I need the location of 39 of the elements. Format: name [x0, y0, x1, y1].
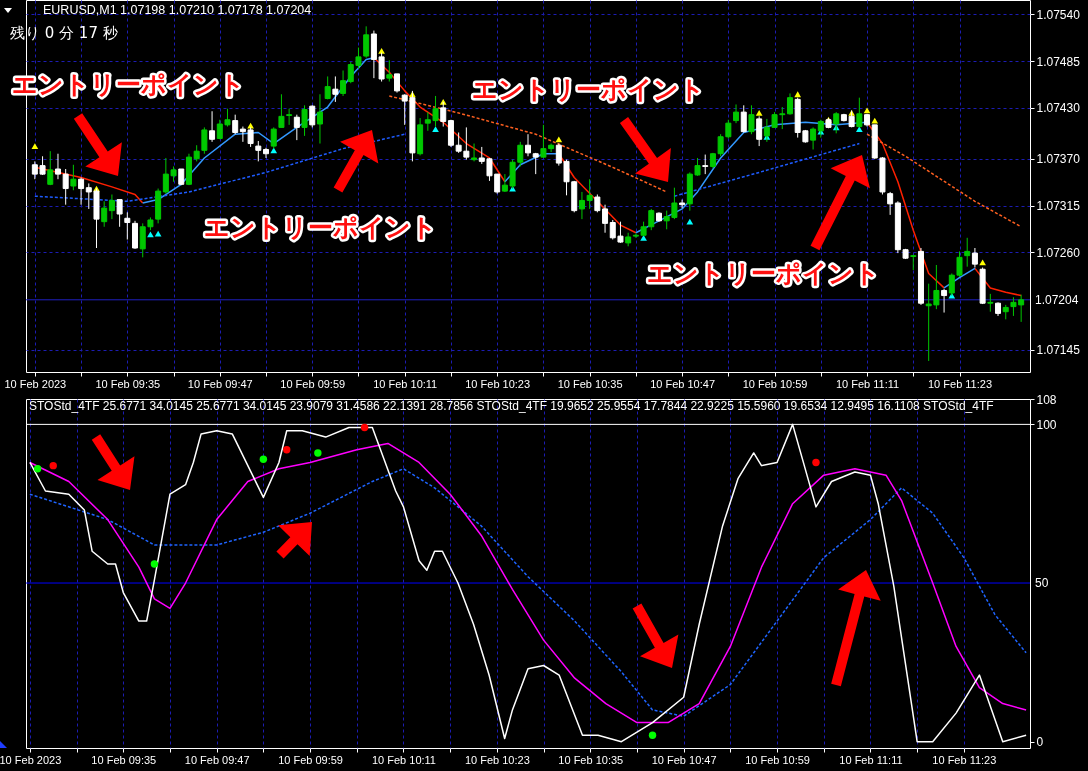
- x-tick-label: 10 Feb 09:47: [184, 753, 250, 766]
- x-tick-label: 10 Feb 10:59: [745, 753, 810, 766]
- x-tick-label: 10 Feb 11:11: [839, 753, 903, 766]
- annotation: エントリーポイント: [646, 259, 880, 288]
- x-tick-label: 10 Feb 10:35: [558, 753, 624, 766]
- chart-title: EURUSD,M1 1.07198 1.07210 1.07178 1.07204: [43, 3, 312, 17]
- y-tick-label: 1.07540: [1036, 7, 1081, 22]
- x-tick-label: 10 Feb 10:47: [650, 377, 716, 390]
- chart-title: STOStd_4TF 25.6771 34.0145 25.6771 34.0145 23.9079 31.4586 22.1391 28.7856 STOStd_4TF 19.9652 25.9554 17.7844 22.9225 15.5960 19.6534 12.9495 16.1108 STOStd_4TF: [29, 399, 994, 413]
- x-tick-label: 10 Feb 10:11: [373, 377, 438, 390]
- x-tick-label: 10 Feb 2023: [4, 377, 67, 390]
- x-tick-label: 10 Feb 10:11: [371, 753, 436, 766]
- x-tick-label: 10 Feb 10:23: [464, 753, 530, 766]
- x-tick-label: 10 Feb 10:35: [557, 377, 623, 390]
- y-tick-label: 1.07485: [1036, 54, 1081, 69]
- annotation: エントリーポイント: [203, 213, 437, 242]
- x-tick-label: 10 Feb 09:59: [278, 753, 343, 766]
- y-tick-label: 1.07260: [1036, 245, 1081, 260]
- y-tick-label: 0: [1036, 735, 1044, 750]
- x-tick-label: 10 Feb 09:59: [280, 377, 346, 390]
- y-tick-label: 1.07145: [1036, 343, 1081, 358]
- ref-line-label: 1.07204: [1035, 292, 1079, 307]
- x-tick-label: 10 Feb 09:47: [187, 377, 253, 390]
- y-tick-label: 100: [1036, 417, 1057, 432]
- y-tick-label: 1.07315: [1036, 199, 1081, 214]
- x-tick-label: 10 Feb 09:35: [95, 377, 161, 390]
- annotation: エントリーポイント: [471, 75, 705, 104]
- y-tick-label: 1.07370: [1036, 152, 1081, 167]
- x-tick-label: 10 Feb 2023: [0, 753, 62, 766]
- x-tick-label: 10 Feb 11:11: [835, 377, 900, 390]
- x-tick-label: 10 Feb 10:23: [465, 377, 531, 390]
- x-tick-label: 10 Feb 11:23: [932, 753, 997, 766]
- x-tick-label: 10 Feb 10:59: [742, 377, 808, 390]
- y-tick-label: 108: [1036, 392, 1057, 407]
- y-tick-label: 1.07430: [1036, 101, 1081, 116]
- x-tick-label: 10 Feb 10:47: [651, 753, 717, 766]
- x-tick-label: 10 Feb 09:35: [91, 753, 157, 766]
- x-tick-label: 10 Feb 11:23: [928, 377, 993, 390]
- ref-line-label: 50: [1035, 576, 1049, 591]
